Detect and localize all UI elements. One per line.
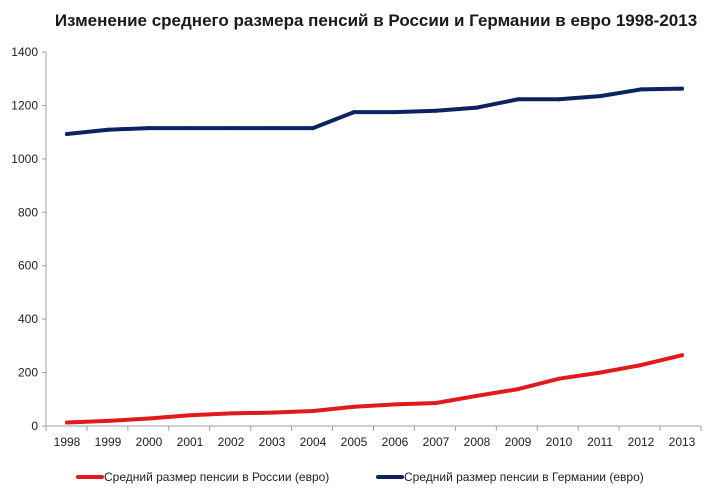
data-point [680, 86, 684, 91]
data-point [229, 126, 233, 131]
plot-area: 0 200 400 600 800 1000 1200 1400 1998 1999 2000 20… [11, 45, 702, 449]
legend-label: Средний размер пенсии в России (евро) [104, 470, 329, 484]
data-point [106, 418, 110, 423]
x-tick-label: 2007 [423, 435, 450, 449]
data-point [393, 110, 397, 115]
data-point [557, 376, 561, 381]
x-tick-label: 2011 [587, 435, 613, 449]
data-point [311, 409, 315, 413]
y-tick-label: 1400 [11, 45, 38, 59]
data-point [270, 126, 274, 131]
data-point [188, 126, 192, 131]
data-point [598, 370, 602, 375]
data-point [680, 353, 684, 358]
data-point [557, 97, 561, 102]
y-tick-label: 1000 [11, 152, 38, 166]
data-point [65, 132, 69, 136]
x-ticks: 1998 1999 2000 2001 2002 2003 2004 2005 2006 2007… [45, 426, 702, 449]
data-point [352, 110, 356, 115]
data-point [147, 126, 151, 131]
x-tick-label: 2010 [546, 435, 573, 449]
x-tick-label: 2003 [259, 435, 286, 449]
data-point [393, 402, 397, 407]
x-tick-label: 2002 [218, 435, 245, 449]
data-point [516, 97, 520, 102]
y-ticks: 0 200 400 600 800 1000 1200 1400 [11, 45, 46, 433]
data-point [639, 87, 643, 92]
series-line-russia [65, 353, 684, 425]
y-tick-label: 600 [18, 259, 38, 273]
data-point [434, 108, 438, 113]
data-point [475, 105, 479, 110]
y-tick-label: 400 [18, 312, 38, 326]
x-tick-label: 2009 [505, 435, 532, 449]
data-point [311, 126, 315, 131]
series-line-germany [65, 86, 684, 136]
y-tick-label: 200 [18, 366, 38, 380]
x-tick-label: 1999 [95, 435, 122, 449]
x-tick-label: 2012 [628, 435, 655, 449]
y-tick-label: 0 [31, 419, 38, 433]
data-point [516, 387, 520, 392]
data-point [106, 127, 110, 132]
series-layer [65, 86, 684, 425]
legend-label: Средний размер пенсии в Германии (евро) [404, 470, 644, 484]
data-point [270, 410, 274, 415]
data-point [639, 363, 643, 368]
y-tick-label: 800 [18, 205, 38, 219]
data-point [65, 420, 69, 425]
data-point [188, 413, 192, 418]
data-point [434, 401, 438, 405]
data-point [475, 393, 479, 398]
x-tick-label: 2004 [300, 435, 327, 449]
x-tick-label: 2001 [177, 435, 204, 449]
chart-title: Изменение среднего размера пенсий в Росс… [55, 11, 697, 30]
x-tick-label: 2008 [464, 435, 491, 449]
x-tick-label: 2000 [136, 435, 163, 449]
data-point [229, 411, 233, 416]
data-point [147, 416, 151, 421]
x-tick-label: 2006 [382, 435, 409, 449]
x-tick-label: 1998 [54, 435, 81, 449]
data-point [598, 94, 602, 99]
x-tick-label: 2005 [341, 435, 368, 449]
x-tick-label: 2013 [669, 435, 696, 449]
data-point [352, 404, 356, 409]
y-tick-label: 1200 [11, 98, 38, 112]
legend: Средний размер пенсии в России (евро) Сре… [76, 470, 644, 484]
